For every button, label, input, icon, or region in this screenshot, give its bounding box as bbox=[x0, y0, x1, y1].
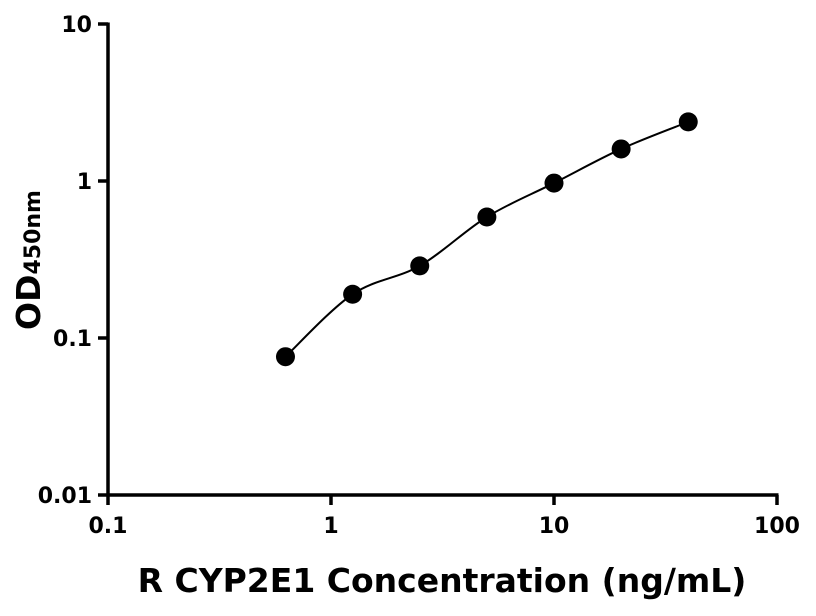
x-tick-label: 1 bbox=[323, 514, 338, 539]
y-axis-label-main: OD bbox=[9, 275, 48, 330]
data-point bbox=[678, 112, 698, 132]
x-axis-label: R CYP2E1 Concentration (ng/mL) bbox=[138, 561, 747, 600]
x-tick-label: 10 bbox=[539, 514, 570, 539]
fit-curve-group bbox=[284, 120, 689, 358]
data-point bbox=[275, 347, 295, 367]
data-points bbox=[275, 112, 698, 367]
data-point bbox=[343, 284, 363, 304]
y-tick-label: 0.1 bbox=[53, 327, 92, 352]
data-point bbox=[544, 173, 564, 193]
data-point bbox=[410, 256, 430, 276]
y-axis-label-subscript: 450nm bbox=[21, 190, 46, 275]
x-tick-label: 100 bbox=[754, 514, 800, 539]
axes: 0.1 1 10 100 0.01 0.1 1 10 bbox=[38, 13, 800, 539]
x-tick-label: 0.1 bbox=[89, 514, 128, 539]
y-tick-label: 1 bbox=[77, 170, 92, 195]
y-tick-label: 0.01 bbox=[38, 484, 92, 509]
data-point bbox=[477, 207, 497, 227]
data-point bbox=[611, 139, 631, 159]
y-tick-label: 10 bbox=[61, 13, 92, 38]
fit-curve bbox=[284, 120, 689, 358]
y-axis-label: OD450nm bbox=[9, 190, 48, 330]
